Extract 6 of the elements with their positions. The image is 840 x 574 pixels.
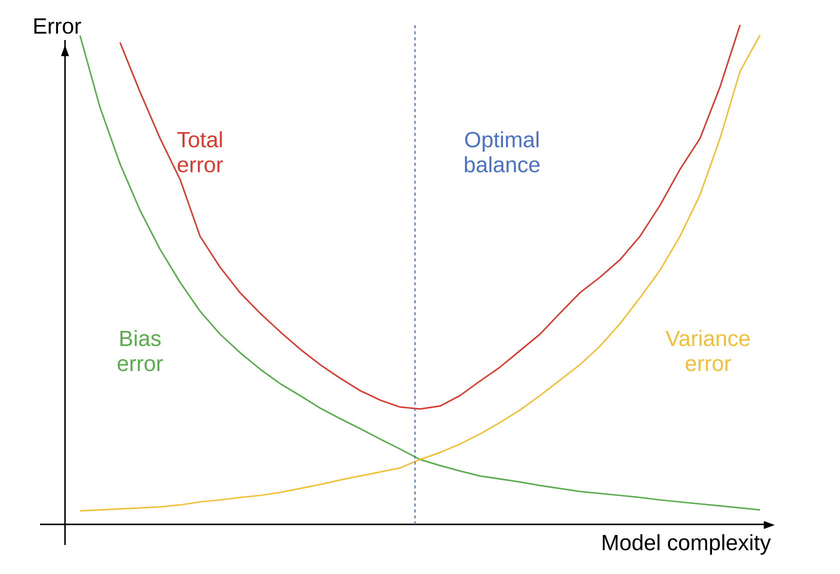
series-label: Bias error: [118, 330, 163, 372]
annotation: Optimal balance: [464, 131, 540, 172]
x-axis-title: Model complexity: [602, 534, 771, 555]
y-axis-title: Error: [34, 18, 82, 34]
series-label: Total error: [177, 131, 223, 172]
series-label: Variance error: [666, 330, 750, 372]
